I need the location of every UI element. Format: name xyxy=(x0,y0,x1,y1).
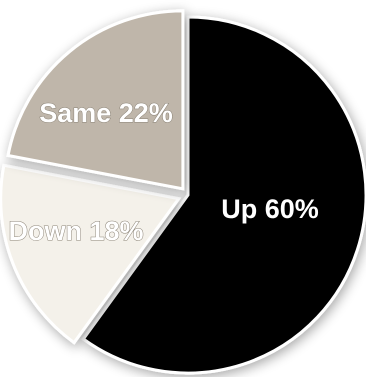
pie-slice-same xyxy=(6,9,185,191)
pie-label-down: Down 18% xyxy=(8,216,143,246)
pie-labels: Up 60% Down 18% Same 22% xyxy=(8,98,319,247)
pie-slice-up xyxy=(81,15,366,375)
pie-slices xyxy=(0,9,366,375)
pie-label-up: Up 60% xyxy=(221,194,319,224)
pie-label-same: Same 22% xyxy=(39,98,173,128)
pie-slice-down xyxy=(0,163,182,345)
